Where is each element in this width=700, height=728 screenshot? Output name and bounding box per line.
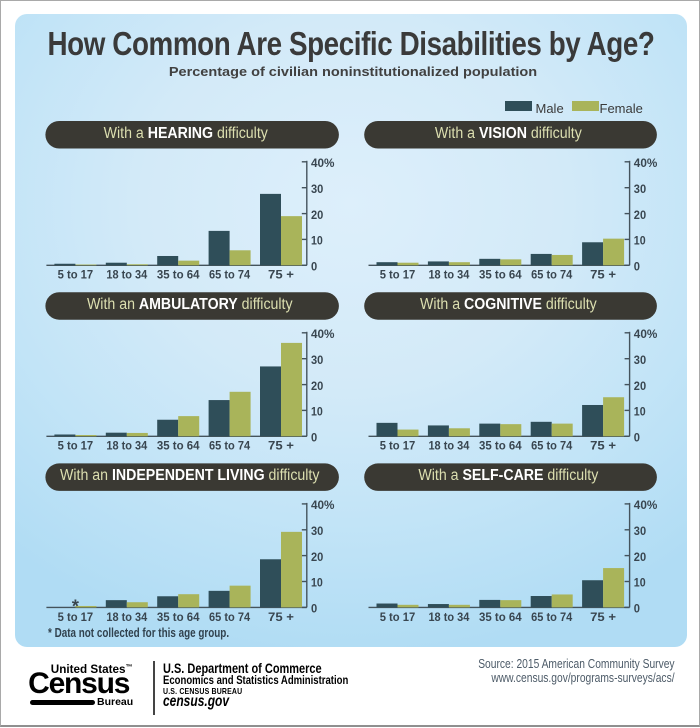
svg-text:75 +: 75 + [268, 268, 294, 282]
svg-text:35 to 64: 35 to 64 [479, 610, 522, 624]
svg-text:75 +: 75 + [590, 268, 616, 282]
svg-text:18 to 34: 18 to 34 [106, 439, 147, 453]
svg-text:30: 30 [311, 353, 323, 367]
svg-text:30: 30 [634, 524, 646, 538]
svg-text:10: 10 [311, 234, 323, 248]
svg-text:40%: 40% [634, 327, 658, 341]
svg-text:20: 20 [634, 379, 646, 393]
svg-text:35 to 64: 35 to 64 [157, 610, 200, 624]
svg-text:40%: 40% [634, 498, 658, 512]
svg-text:35 to 64: 35 to 64 [157, 439, 200, 453]
svg-text:65 to 74: 65 to 74 [531, 610, 572, 624]
svg-text:75 +: 75 + [590, 439, 616, 453]
svg-text:65 to 74: 65 to 74 [209, 439, 250, 453]
svg-text:65 to 74: 65 to 74 [531, 439, 572, 453]
svg-text:20: 20 [311, 550, 323, 564]
svg-text:35 to 64: 35 to 64 [479, 439, 522, 453]
svg-text:0: 0 [634, 602, 640, 616]
svg-text:20: 20 [634, 208, 646, 222]
svg-text:35 to 64: 35 to 64 [157, 268, 200, 282]
svg-text:30: 30 [634, 353, 646, 367]
svg-text:40%: 40% [634, 156, 658, 170]
svg-text:10: 10 [634, 576, 646, 590]
svg-text:10: 10 [311, 405, 323, 419]
svg-text:18 to 34: 18 to 34 [428, 610, 469, 624]
svg-text:10: 10 [634, 405, 646, 419]
svg-text:20: 20 [311, 208, 323, 222]
svg-text:75 +: 75 + [268, 610, 294, 624]
svg-text:75 +: 75 + [590, 610, 616, 624]
svg-text:5 to 17: 5 to 17 [380, 610, 416, 624]
svg-text:20: 20 [311, 379, 323, 393]
svg-text:40%: 40% [311, 327, 335, 341]
svg-text:40%: 40% [311, 156, 335, 170]
svg-text:18 to 34: 18 to 34 [428, 268, 469, 282]
svg-text:18 to 34: 18 to 34 [106, 610, 147, 624]
svg-text:5 to 17: 5 to 17 [58, 268, 94, 282]
svg-text:65 to 74: 65 to 74 [209, 268, 250, 282]
svg-text:65 to 74: 65 to 74 [209, 610, 250, 624]
svg-text:*: * [72, 596, 79, 616]
svg-text:40%: 40% [311, 498, 335, 512]
svg-text:5 to 17: 5 to 17 [58, 610, 94, 624]
svg-text:18 to 34: 18 to 34 [428, 439, 469, 453]
svg-text:35 to 64: 35 to 64 [479, 268, 522, 282]
svg-text:5 to 17: 5 to 17 [380, 439, 416, 453]
svg-text:10: 10 [634, 234, 646, 248]
svg-text:0: 0 [634, 260, 640, 274]
svg-text:30: 30 [311, 182, 323, 196]
svg-text:0: 0 [311, 260, 317, 274]
svg-text:5 to 17: 5 to 17 [58, 439, 94, 453]
svg-text:0: 0 [311, 602, 317, 616]
svg-text:10: 10 [311, 576, 323, 590]
svg-text:75 +: 75 + [268, 439, 294, 453]
svg-text:30: 30 [634, 182, 646, 196]
svg-text:0: 0 [311, 431, 317, 445]
svg-text:65 to 74: 65 to 74 [531, 268, 572, 282]
svg-text:0: 0 [634, 431, 640, 445]
svg-text:30: 30 [311, 524, 323, 538]
svg-text:20: 20 [634, 550, 646, 564]
svg-text:5 to 17: 5 to 17 [380, 268, 416, 282]
svg-text:18 to 34: 18 to 34 [106, 268, 147, 282]
